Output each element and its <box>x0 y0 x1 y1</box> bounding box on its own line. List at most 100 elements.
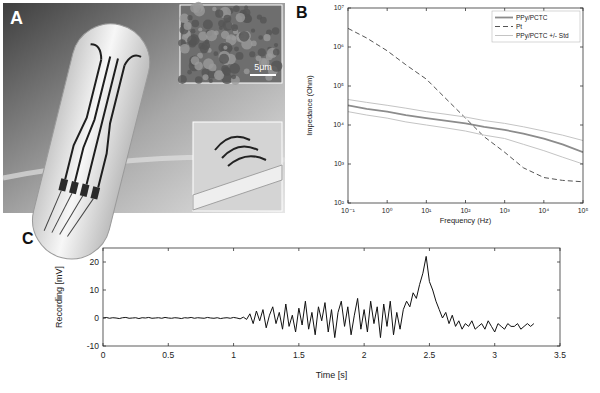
x-tick-label: 10² <box>460 207 471 214</box>
sem-grain <box>209 79 213 83</box>
photo-panel: 5μmA <box>3 2 285 267</box>
x-tick-label: 1.5 <box>293 350 305 360</box>
sem-grain <box>187 15 192 20</box>
tick-mark <box>543 200 544 203</box>
panel-label: B <box>296 4 308 21</box>
sem-grain <box>191 29 196 34</box>
legend-swatch <box>495 26 513 27</box>
plot-frame <box>103 248 560 346</box>
y-tick-label: 10 <box>90 285 100 295</box>
sem-grain <box>215 10 223 18</box>
x-tick-label: 10³ <box>500 207 511 214</box>
legend: PPy/PCTCPtPPy/PCTC +/- Std <box>492 11 580 42</box>
sem-grain <box>236 13 245 22</box>
electrode-pad <box>80 184 90 197</box>
tick-mark <box>560 343 561 346</box>
tick-mark <box>387 8 388 11</box>
sem-grain <box>258 35 263 40</box>
sem-grain <box>251 29 255 33</box>
tick-mark <box>168 248 169 251</box>
tick-mark <box>494 248 495 251</box>
wire <box>52 191 72 235</box>
y-tick-label: 0 <box>94 313 99 323</box>
sem-grain <box>212 7 216 11</box>
tick-mark <box>429 343 430 346</box>
catheter-body <box>24 16 158 268</box>
legend-swatch <box>495 35 513 36</box>
tick-mark <box>233 248 234 251</box>
legend-swatch <box>495 17 513 19</box>
tick-mark <box>426 8 427 11</box>
x-axis-label: Frequency (Hz) <box>440 216 492 225</box>
sem-grain <box>213 51 218 56</box>
x-tick-label: 2.5 <box>424 350 436 360</box>
sem-grain <box>180 44 190 54</box>
y-axis-label: Recording [mV] <box>54 266 64 328</box>
y-tick-label: 10⁴ <box>333 121 344 128</box>
electrode-pad <box>58 178 68 191</box>
tick-mark <box>348 164 351 165</box>
electrode-pad <box>90 186 100 199</box>
panel-label: A <box>10 8 23 28</box>
sem-grain <box>195 76 203 84</box>
tick-mark <box>298 248 299 251</box>
tick-mark <box>103 346 106 347</box>
sem-grain <box>198 27 202 31</box>
x-axis-label: Time [s] <box>316 370 348 380</box>
wire <box>44 189 61 232</box>
sem-grain <box>204 40 209 45</box>
data-line <box>348 105 583 152</box>
sem-grain <box>231 74 236 79</box>
sem-grain <box>244 5 248 9</box>
electrode-pad <box>69 181 79 194</box>
tick-mark <box>348 125 351 126</box>
sem-grain <box>192 20 200 28</box>
sem-grain <box>219 26 223 30</box>
sem-grain <box>260 17 267 24</box>
electrode-trace <box>125 53 142 69</box>
sem-grain <box>274 43 278 47</box>
sem-grain <box>236 52 244 60</box>
tick-mark <box>557 346 560 347</box>
tick-mark <box>557 290 560 291</box>
sem-grain <box>234 46 239 51</box>
tick-mark <box>580 164 583 165</box>
sem-grain <box>273 49 280 56</box>
tick-mark <box>103 290 106 291</box>
x-tick-label: 0.5 <box>162 350 174 360</box>
tick-mark <box>580 203 583 204</box>
sem-grain <box>209 64 217 72</box>
sem-grain <box>266 53 273 60</box>
tick-mark <box>580 125 583 126</box>
sem-grain <box>206 30 217 41</box>
sem-grain <box>263 34 270 41</box>
tick-mark <box>494 343 495 346</box>
detail-trace <box>215 137 266 166</box>
plot-background <box>103 248 560 346</box>
chart-line: B10⁻¹10⁰10¹10²10³10⁴10⁵10²10³10⁴10⁵10⁶10… <box>296 4 588 225</box>
wire <box>67 195 93 241</box>
sem-grain <box>184 22 192 30</box>
sem-grain <box>223 46 227 50</box>
sem-grain <box>190 3 200 13</box>
tick-mark <box>557 262 560 263</box>
scale-bar <box>250 74 276 76</box>
tick-mark <box>580 8 583 9</box>
y-tick-label: 10⁶ <box>333 43 344 50</box>
y-tick-label: 10⁷ <box>334 4 345 11</box>
tick-mark <box>465 8 466 11</box>
sem-grain <box>272 27 280 35</box>
sem-grain <box>203 74 209 80</box>
data-line <box>348 100 583 141</box>
tick-mark <box>580 86 583 87</box>
catheter <box>24 16 158 268</box>
x-tick-label: 10¹ <box>421 207 432 214</box>
plot-area <box>103 256 534 337</box>
detail-inset <box>193 122 282 211</box>
data-line <box>348 28 583 181</box>
sem-grain <box>187 70 192 75</box>
sem-grain <box>244 68 250 74</box>
tick-mark <box>103 262 106 263</box>
tick-mark <box>504 200 505 203</box>
sem-grain <box>251 40 257 46</box>
